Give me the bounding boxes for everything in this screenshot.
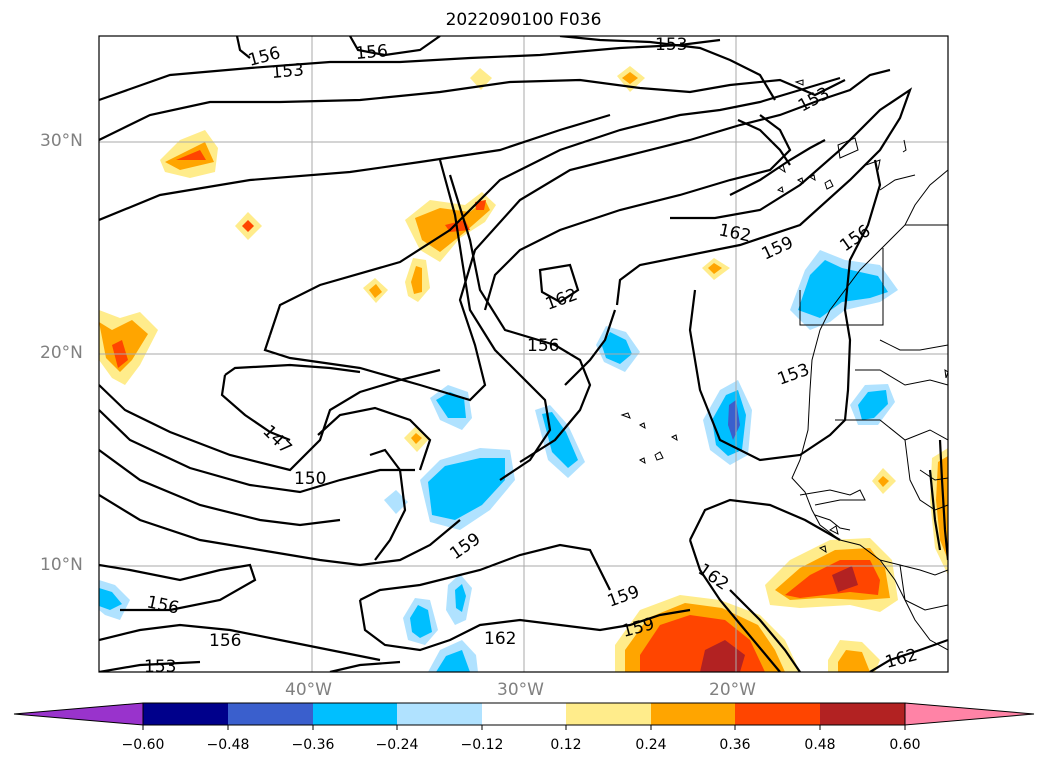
cold-anomaly-patch bbox=[410, 605, 432, 638]
colorbar-tick-label: 0.12 bbox=[550, 737, 582, 753]
lon-label-40w: 40°W bbox=[285, 680, 332, 700]
lat-label-30n: 30°N bbox=[40, 131, 83, 151]
contour-label: 156 bbox=[527, 336, 559, 356]
contour-label: 153 bbox=[144, 657, 176, 677]
colorbar-segment bbox=[651, 703, 735, 725]
map-title: 2022090100 F036 bbox=[445, 10, 602, 30]
map-frame bbox=[98, 35, 949, 673]
contour-label: 156 bbox=[209, 631, 241, 651]
colorbar-tick-label: 0.48 bbox=[804, 737, 836, 753]
contour-label: 153 bbox=[655, 35, 687, 55]
contour-label: 150 bbox=[294, 469, 326, 489]
warm-anomaly-patch bbox=[838, 650, 870, 672]
colorbar-segment bbox=[566, 703, 651, 725]
colorbar-tick-label: −0.36 bbox=[291, 737, 335, 753]
contour-label: 162 bbox=[484, 629, 516, 649]
cold-anomaly-patch bbox=[428, 458, 505, 520]
colorbar-segment bbox=[228, 703, 313, 725]
warm-anomaly-patch bbox=[832, 566, 858, 592]
colorbar-high-extension bbox=[904, 702, 1035, 726]
colorbar-tick-label: 0.36 bbox=[719, 737, 751, 753]
warm-anomaly-patch bbox=[700, 640, 745, 672]
warm-anomaly-patch bbox=[878, 476, 889, 487]
warm-anomaly-patch bbox=[470, 68, 492, 90]
coastlines bbox=[620, 79, 948, 651]
lon-label-20w: 20°W bbox=[709, 680, 756, 700]
colorbar-low-extension bbox=[13, 702, 144, 726]
lon-label-30w: 30°W bbox=[497, 680, 544, 700]
warm-anomaly-patch bbox=[242, 220, 254, 232]
cold-anomaly-patch bbox=[99, 588, 122, 610]
warm-anomaly-patch bbox=[176, 150, 206, 160]
cold-anomaly-patch bbox=[436, 392, 466, 418]
warm-anomaly-patch bbox=[411, 266, 422, 294]
map-plot-area: 156 156 153 153 153 162 159 156 162 156 … bbox=[99, 35, 948, 677]
cold-anomaly-patch bbox=[602, 332, 632, 364]
cold-anomaly-patch bbox=[542, 412, 578, 468]
colorbar-tick-label: 0.24 bbox=[635, 737, 667, 753]
colorbar-tick-label: −0.60 bbox=[121, 737, 165, 753]
colorbar-tick-label: −0.12 bbox=[460, 737, 504, 753]
cold-anomaly-patch bbox=[728, 400, 740, 440]
colorbar bbox=[13, 702, 1035, 730]
colorbar-segment bbox=[397, 703, 482, 725]
warm-anomaly-patch bbox=[708, 263, 722, 274]
lat-label-20n: 20°N bbox=[40, 343, 83, 363]
contour-label: 153 bbox=[271, 60, 305, 83]
warm-anomaly-patch bbox=[369, 284, 382, 298]
colorbar-segment bbox=[313, 703, 397, 725]
colorbar-tick-label: −0.24 bbox=[375, 737, 419, 753]
height-contours bbox=[99, 36, 948, 672]
colorbar-segment bbox=[735, 703, 820, 725]
colorbar-segment bbox=[143, 703, 228, 725]
colorbar-tick-label: −0.48 bbox=[206, 737, 250, 753]
cold-anomaly-patch bbox=[436, 650, 470, 672]
cold-anomaly-patch bbox=[798, 260, 888, 318]
warm-anomaly-patch bbox=[622, 72, 638, 84]
colorbar-segment bbox=[820, 703, 905, 725]
cold-anomaly-patch bbox=[384, 490, 408, 514]
colorbar-segment bbox=[482, 703, 566, 725]
colorbar-tick-label: 0.60 bbox=[889, 737, 921, 753]
cold-anomaly-patch bbox=[455, 584, 466, 612]
contour-label: 156 bbox=[355, 41, 389, 64]
lat-label-10n: 10°N bbox=[40, 555, 83, 575]
warm-anomaly-patch bbox=[785, 560, 880, 598]
cold-anomaly-patch bbox=[858, 390, 888, 420]
warm-anomaly-patch bbox=[411, 433, 422, 444]
